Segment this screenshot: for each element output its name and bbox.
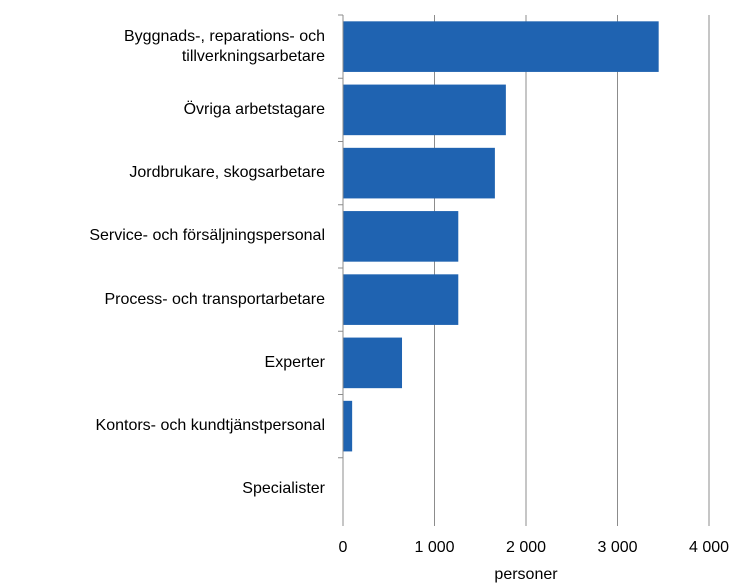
bar [343,21,659,72]
x-tick-label: 0 [339,539,348,556]
y-tick-label: Service- och försäljningspersonal [89,227,325,245]
bar [343,337,403,389]
y-tick-label: Jordbrukare, skogsarbetare [129,164,325,182]
y-tick-label: Specialister [242,480,325,498]
x-tick-label: 1 000 [414,539,454,556]
y-tick-label: Byggnads-, reparations- och tillverkning… [124,27,325,65]
x-tick-label: 2 000 [506,539,546,556]
x-axis-label: personer [494,566,558,583]
y-tick-label: Experter [264,353,325,371]
x-tick-label: 3 000 [597,539,637,556]
bar [343,211,459,262]
x-tick-label: 4 000 [689,539,729,556]
bar [343,274,459,325]
bar [343,147,495,199]
bar [343,84,506,136]
y-tick-label: Övriga arbetstagare [183,100,325,118]
bar [343,400,353,452]
y-tick-label: Process- och transportarbetare [104,290,325,308]
y-tick-label: Kontors- och kundtjänstpersonal [95,417,325,435]
